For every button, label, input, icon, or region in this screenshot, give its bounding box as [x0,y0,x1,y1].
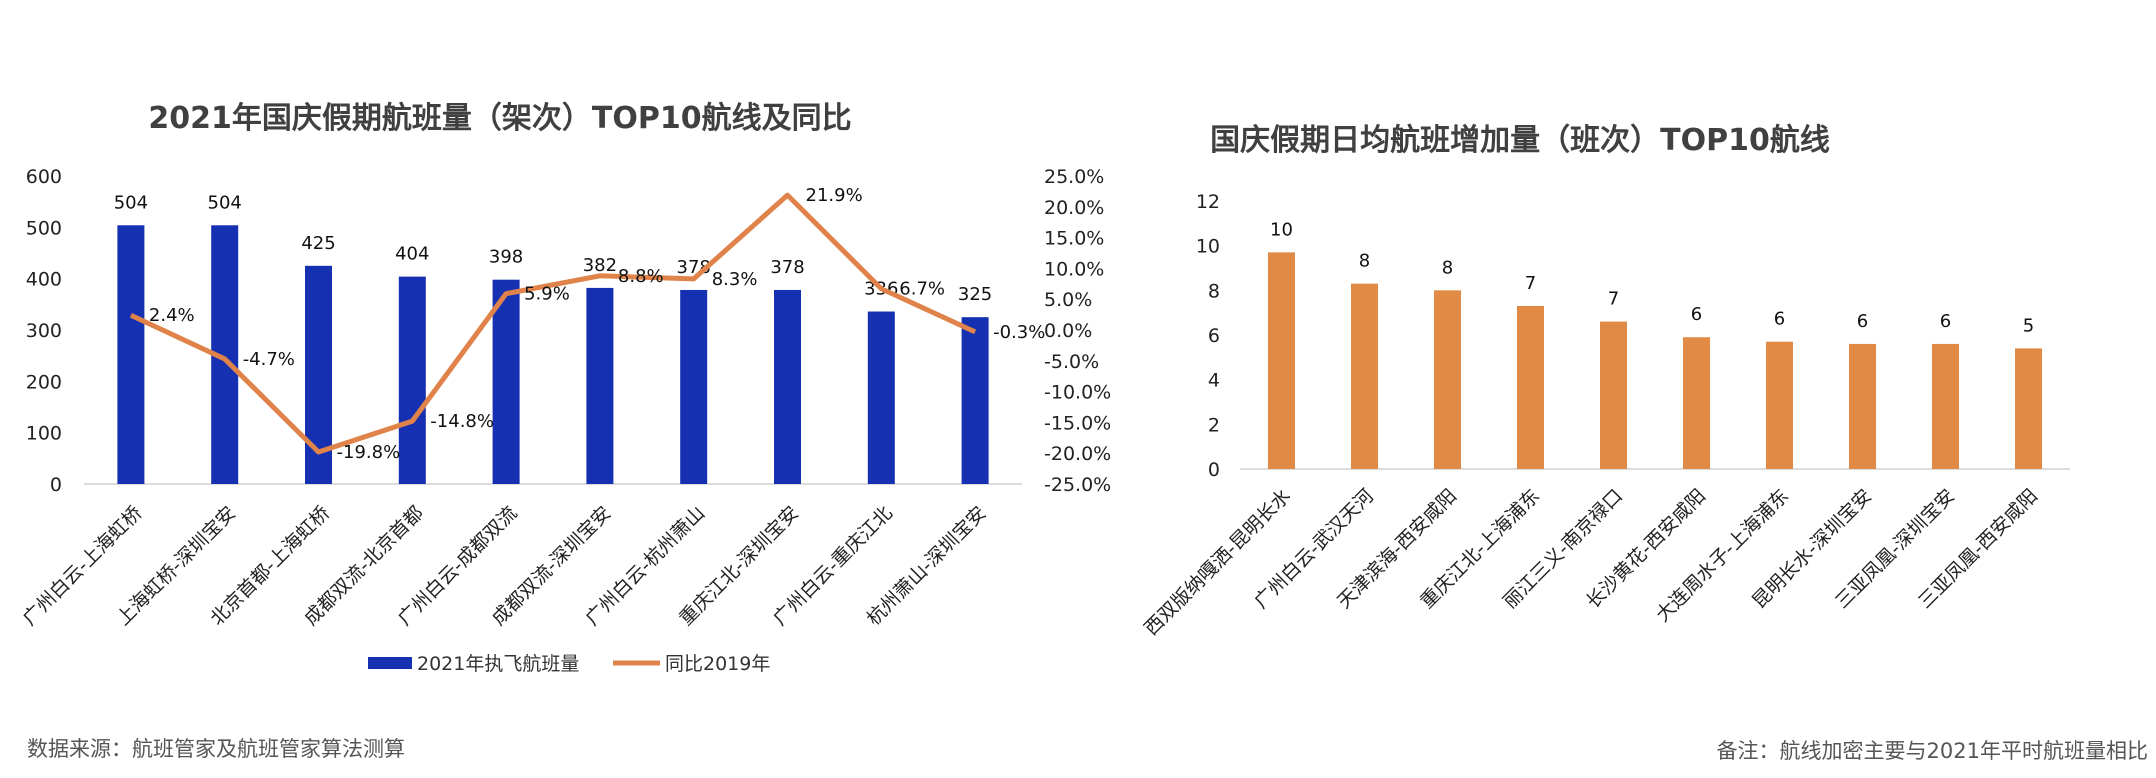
bar [398,276,426,484]
source-note: 数据来源：航班管家及航班管家算法测算 [27,737,405,761]
bar-value-label: 6 [1940,311,1951,332]
y2-tick-label: -25.0% [1044,474,1111,496]
line-value-label: 5.9% [524,284,570,305]
bar-value-label: 7 [1608,289,1619,310]
bar [492,279,520,484]
legend-item-line: 同比2019年 [665,653,770,675]
bar [774,289,801,484]
yoy-line [129,192,977,455]
line-value-label: 21.9% [806,185,863,206]
legend-swatch-bar [368,657,412,669]
bar [1351,283,1378,469]
y2-tick-label: 10.0% [1044,258,1104,280]
bar-value-label: 404 [395,244,429,265]
bar [1849,343,1876,469]
legend-item-bar: 2021年执飞航班量 [417,653,579,675]
bar [961,317,989,484]
y-tick-label: 0 [50,474,62,496]
bar-value-label: 5 [2023,315,2034,336]
bar [1434,290,1461,469]
line-value-label: -4.7% [243,349,295,370]
chart1-title: 2021年国庆假期航班量（架次）TOP10航线及同比 [148,101,851,136]
y-tick-label: 300 [26,320,62,342]
line-value-label: -19.8% [337,442,401,463]
y2-tick-label: -10.0% [1044,382,1111,404]
bar [586,287,614,484]
bar-value-label: 504 [114,192,148,213]
y-tick-label: 2 [1208,414,1220,436]
bar [1517,305,1544,469]
y-tick-label: 100 [26,423,62,445]
x-tick-label: 西双版纳嘎洒-昆明长水 [1140,485,1295,640]
chart1-legend: 2021年执飞航班量 同比2019年 [368,653,770,675]
y-tick-label: 200 [26,371,62,393]
bar [867,311,895,484]
line-value-label: -0.3% [993,322,1045,343]
route-volume-chart: 2021年国庆假期航班量（架次）TOP10航线及同比 0 100 200 300 400… [19,101,1112,675]
bar-value-label: 325 [958,284,992,305]
bar-value-label: 504 [208,192,242,213]
bar-value-label: 425 [301,233,335,254]
y2-tick-label: -5.0% [1044,351,1099,373]
y2-tick-label: 5.0% [1044,289,1092,311]
bar-value-label: 10 [1270,219,1293,240]
y-tick-label: 4 [1208,370,1220,392]
y-tick-label: 0 [1208,459,1220,481]
bar [1268,252,1295,469]
y-tick-label: 400 [26,269,62,291]
bar [1766,341,1793,469]
daily-increase-chart: 国庆假期日均航班增加量（班次）TOP10航线 0 2 4 6 8 10 12 10 8 8 7 7 6… [1140,123,2070,640]
line-value-label: 8.3% [712,269,758,290]
bar [1600,321,1627,469]
y2-tick-label: 20.0% [1044,197,1104,219]
bar [1683,337,1710,469]
y-tick-label: 8 [1208,280,1220,302]
bar-value-label: 7 [1525,273,1536,294]
line-value-label: 2.4% [149,305,195,326]
chart2-title: 国庆假期日均航班增加量（班次）TOP10航线 [1210,123,1830,158]
bar [2015,348,2042,469]
footnote: 备注：航线加密主要与2021年平时航班量相比 [1716,739,2148,763]
bar-value-label: 378 [770,257,804,278]
bar-value-label: 382 [583,255,617,276]
bar-value-label: 398 [489,247,523,268]
bar-value-label: 8 [1442,257,1453,278]
y2-tick-label: -15.0% [1044,412,1111,434]
line-value-label: 6.7% [899,279,945,300]
bar [680,289,708,484]
y-tick-label: 10 [1196,236,1220,258]
line-value-label: -14.8% [430,411,494,432]
line-value-label: 8.8% [618,266,664,287]
y-tick-label: 500 [26,217,62,239]
y2-tick-label: 15.0% [1044,228,1104,250]
bar-value-label: 6 [1857,311,1868,332]
y-tick-label: 6 [1208,325,1220,347]
bar [1932,343,1959,469]
bar [117,225,145,484]
bar-value-label: 8 [1359,251,1370,272]
y-tick-label: 12 [1196,191,1220,213]
y2-tick-label: -20.0% [1044,443,1111,465]
bar-value-label: 6 [1774,309,1785,330]
y-tick-label: 600 [26,166,62,188]
y2-tick-label: 25.0% [1044,166,1104,188]
bar-value-label: 6 [1691,304,1702,325]
y2-tick-label: 0.0% [1044,320,1092,342]
